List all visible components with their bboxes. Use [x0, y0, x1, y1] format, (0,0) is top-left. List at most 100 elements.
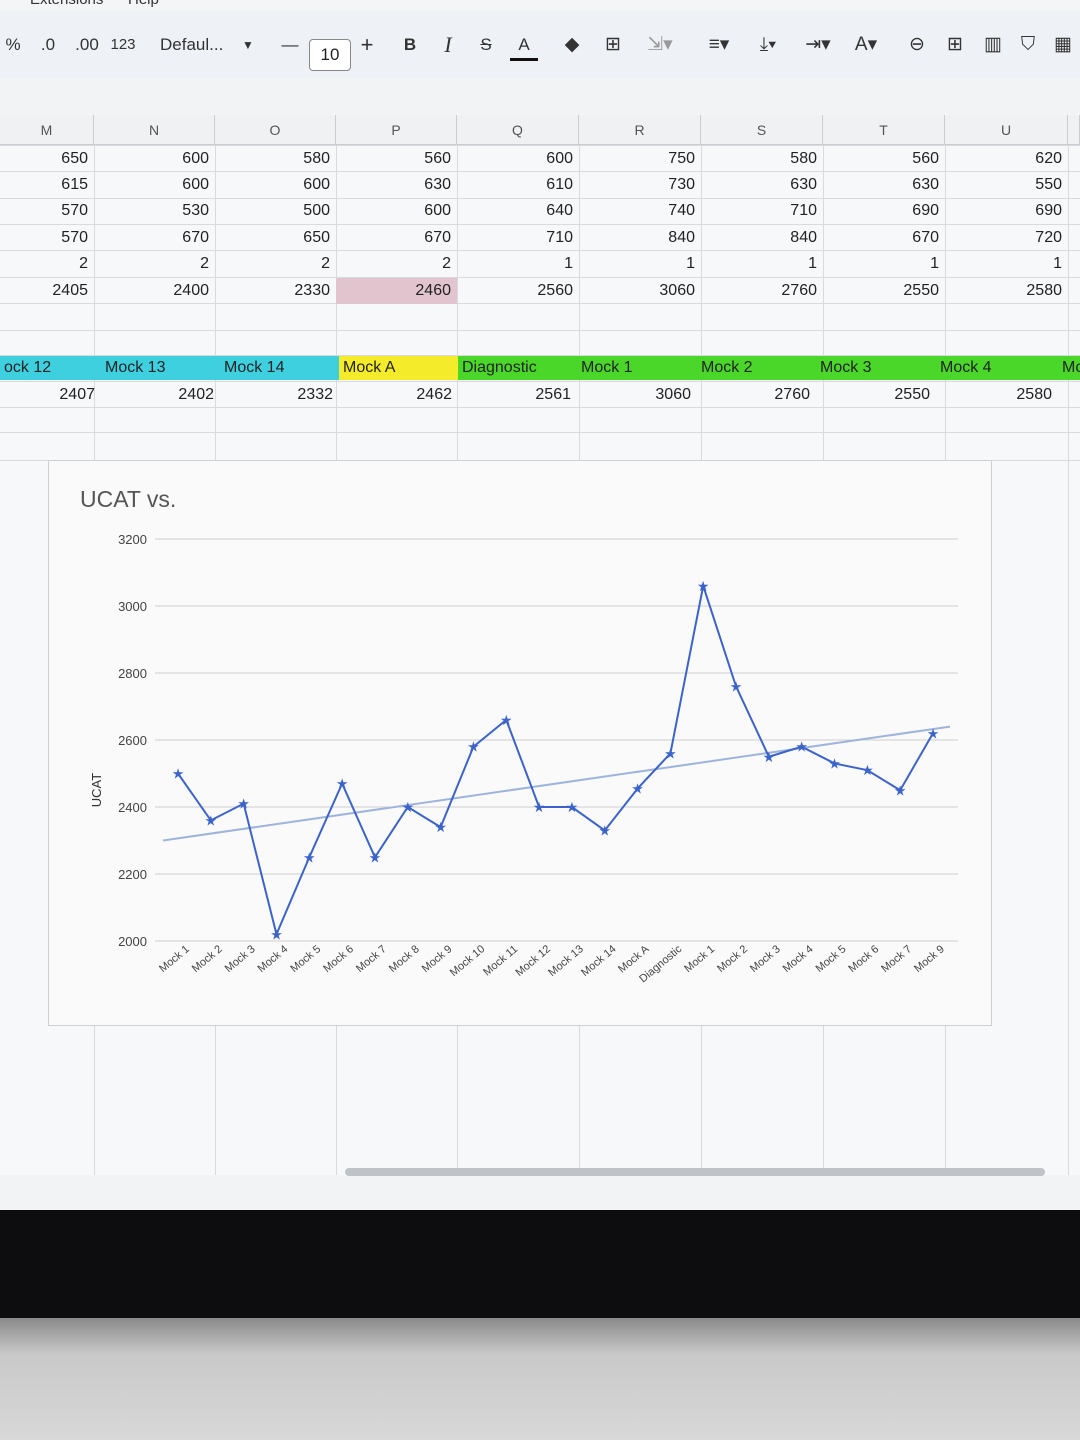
label-cell[interactable]: Diagnostic	[458, 356, 577, 380]
table-cell[interactable]: 500	[303, 202, 330, 219]
table-cell[interactable]: 2400	[173, 282, 209, 299]
table-cell[interactable]: 615	[61, 176, 88, 193]
table-cell[interactable]: 1	[564, 255, 573, 272]
table-cell[interactable]: 2580	[1016, 386, 1052, 403]
chart-icon[interactable]: ▥	[984, 34, 1002, 55]
table-cell[interactable]: 690	[1035, 202, 1062, 219]
column-header-R[interactable]: R	[579, 115, 701, 145]
table-cell[interactable]: 2561	[535, 386, 571, 403]
increase-decimal-button[interactable]: .00	[75, 35, 99, 54]
label-cell[interactable]: Mc	[1058, 356, 1080, 380]
column-header-P[interactable]: P	[336, 115, 457, 145]
table-cell[interactable]: 1	[686, 255, 695, 272]
table-cell[interactable]: 600	[182, 150, 209, 167]
column-header-O[interactable]: O	[215, 115, 336, 145]
table-cell[interactable]: 630	[790, 176, 817, 193]
table-cell[interactable]: 650	[61, 150, 88, 167]
borders-icon[interactable]: ⊞	[605, 34, 621, 55]
label-cell[interactable]: Mock 3	[816, 356, 936, 380]
comment-icon[interactable]: ⊞	[947, 34, 963, 55]
table-cell[interactable]: 630	[424, 176, 451, 193]
table-cell[interactable]: 570	[61, 229, 88, 246]
table-cell[interactable]: 1	[1053, 255, 1062, 272]
text-color-button[interactable]: A	[510, 32, 538, 61]
menu-help[interactable]: Help	[128, 0, 159, 8]
table-cell[interactable]: 690	[912, 202, 939, 219]
table-cell[interactable]: 550	[1035, 176, 1062, 193]
label-cell[interactable]: Mock 4	[936, 356, 1058, 380]
table-cell[interactable]: 2550	[894, 386, 930, 403]
table-cell[interactable]: 530	[182, 202, 209, 219]
table-cell[interactable]: 670	[182, 229, 209, 246]
italic-button[interactable]: I	[444, 32, 452, 57]
table-cell[interactable]: 2	[321, 255, 330, 272]
fill-color-icon[interactable]: ◆	[564, 34, 580, 55]
font-select[interactable]: Defaul...	[160, 35, 224, 54]
table-cell[interactable]: 560	[912, 150, 939, 167]
table-cell[interactable]: 2332	[297, 386, 333, 403]
table-cell[interactable]: 710	[790, 202, 817, 219]
table-cell[interactable]: 740	[668, 202, 695, 219]
label-cell[interactable]: Mock 13	[101, 356, 220, 380]
table-cell[interactable]: 710	[546, 229, 573, 246]
label-cell[interactable]: ock 12	[0, 356, 101, 380]
table-cell[interactable]: 580	[790, 150, 817, 167]
table-cell[interactable]: 750	[668, 150, 695, 167]
column-header-T[interactable]: T	[823, 115, 945, 145]
table-cell[interactable]: 570	[61, 202, 88, 219]
table-cell[interactable]: 670	[424, 229, 451, 246]
chevron-down-icon[interactable]: ▼	[242, 38, 254, 52]
table-cell[interactable]: 600	[182, 176, 209, 193]
column-header-N[interactable]: N	[94, 115, 215, 145]
table-cell[interactable]: 600	[303, 176, 330, 193]
table-cell[interactable]: 2402	[178, 386, 214, 403]
table-cell[interactable]: 720	[1035, 229, 1062, 246]
table-cell[interactable]: 2	[442, 255, 451, 272]
table-cell[interactable]: 2760	[781, 282, 817, 299]
table-cell[interactable]: 2330	[294, 282, 330, 299]
table-cell[interactable]: 2405	[52, 282, 88, 299]
table-cell[interactable]: 2407	[59, 386, 95, 403]
table-cell[interactable]: 600	[546, 150, 573, 167]
table-cell[interactable]: 610	[546, 176, 573, 193]
table-cell[interactable]: 670	[912, 229, 939, 246]
table-cell[interactable]: 640	[546, 202, 573, 219]
menu-extensions[interactable]: Extensions	[30, 0, 103, 8]
column-header-M[interactable]: M	[0, 115, 94, 145]
filter-icon[interactable]: ⛉	[1020, 34, 1036, 55]
table-cell[interactable]: 2560	[537, 282, 573, 299]
column-header-S[interactable]: S	[701, 115, 823, 145]
number-format-button[interactable]: 123	[110, 36, 136, 53]
table-cell[interactable]: 560	[424, 150, 451, 167]
table-cell[interactable]: 2580	[1026, 282, 1062, 299]
table-cell[interactable]: 1	[930, 255, 939, 272]
table-cell[interactable]: 3060	[659, 282, 695, 299]
table-cell[interactable]: 840	[668, 229, 695, 246]
horizontal-align-icon[interactable]: ≡▾	[708, 34, 730, 55]
table-cell[interactable]: 600	[424, 202, 451, 219]
decrease-decimal-button[interactable]: .0	[40, 35, 56, 54]
table-cell[interactable]: 2460	[336, 278, 457, 304]
label-cell[interactable]: Mock 2	[697, 356, 816, 380]
font-size-input[interactable]: 10	[309, 39, 351, 71]
table-cell[interactable]: 2550	[903, 282, 939, 299]
column-header-U[interactable]: U	[945, 115, 1068, 145]
table-cell[interactable]: 2760	[774, 386, 810, 403]
vertical-align-icon[interactable]: ⤓▾	[759, 34, 777, 55]
table-cell[interactable]: 620	[1035, 150, 1062, 167]
bold-button[interactable]: B	[403, 35, 417, 54]
horizontal-scrollbar[interactable]	[345, 1168, 1045, 1176]
label-cell[interactable]: Mock A	[339, 356, 458, 380]
font-size-increase-button[interactable]: +	[360, 32, 374, 57]
text-wrap-icon[interactable]: ⇥▾	[805, 34, 831, 55]
table-cell[interactable]: 840	[790, 229, 817, 246]
text-rotation-icon[interactable]: A▾	[854, 34, 878, 55]
table-cell[interactable]: 730	[668, 176, 695, 193]
table-cell[interactable]: 630	[912, 176, 939, 193]
merge-cells-icon[interactable]: ⇲▾	[647, 34, 673, 55]
table-cell[interactable]: 1	[808, 255, 817, 272]
column-header-Q[interactable]: Q	[457, 115, 579, 145]
table-cell[interactable]: 3060	[655, 386, 691, 403]
strikethrough-button[interactable]: S	[480, 35, 492, 54]
font-size-decrease-button[interactable]: —	[281, 35, 299, 54]
